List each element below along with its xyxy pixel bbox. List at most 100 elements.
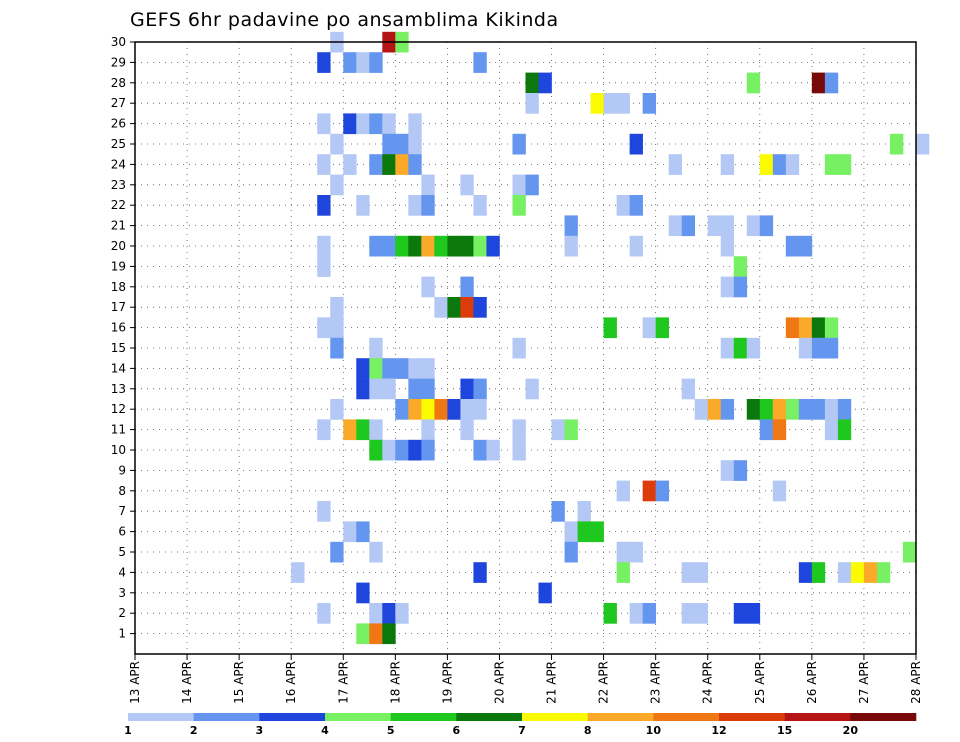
x-tick-label: 26 APR <box>805 661 819 704</box>
heatmap-cell <box>421 235 435 257</box>
heatmap-cell <box>564 541 578 563</box>
heatmap-cell <box>330 541 344 563</box>
heatmap-cell <box>382 378 396 400</box>
heatmap-cell <box>447 297 461 318</box>
heatmap-cell <box>824 154 839 175</box>
heatmap-cell <box>629 195 643 216</box>
heatmap-cell <box>395 358 409 379</box>
heatmap-cell <box>824 72 839 94</box>
x-tick-label: 23 APR <box>649 661 663 704</box>
heatmap-cell <box>551 419 565 441</box>
heatmap-cell <box>408 133 422 155</box>
heatmap-cell <box>525 72 539 94</box>
heatmap-cell <box>798 235 813 257</box>
colorbar-swatch <box>325 713 391 721</box>
y-tick-label: 14 <box>111 361 126 375</box>
heatmap-cell <box>421 358 435 379</box>
heatmap-cell <box>668 215 682 237</box>
heatmap-cell <box>798 337 813 359</box>
heatmap-cell <box>629 133 643 155</box>
heatmap-cell <box>811 72 826 94</box>
heatmap-cell <box>733 337 748 359</box>
x-tick-label: 14 APR <box>180 661 194 704</box>
heatmap-cell <box>525 378 539 400</box>
heatmap-cell <box>421 399 435 420</box>
heatmap-cell <box>382 235 396 257</box>
heatmap-cell <box>473 439 487 461</box>
heatmap-cell <box>681 215 696 237</box>
x-tick-label: 17 APR <box>336 661 350 704</box>
colorbar-swatch <box>390 713 457 721</box>
y-tick-label: 30 <box>111 35 126 49</box>
heatmap-cell <box>538 72 552 94</box>
heatmap-cell <box>876 562 891 583</box>
heatmap-cell <box>317 52 331 73</box>
heatmap-cell <box>317 256 331 277</box>
x-tick-label: 25 APR <box>753 661 767 704</box>
heatmap-cell <box>395 154 409 175</box>
x-tick-label: 18 APR <box>388 661 402 704</box>
heatmap-cell <box>824 419 839 441</box>
y-tick-label: 11 <box>111 423 126 437</box>
x-tick-label: 21 APR <box>545 661 559 704</box>
heatmap-cell <box>382 603 396 624</box>
colorbar-swatch <box>259 713 326 721</box>
heatmap-cell <box>694 603 709 624</box>
heatmap-cell <box>772 480 787 502</box>
heatmap-cell <box>798 317 813 339</box>
heatmap-cell <box>642 93 656 114</box>
heatmap-cell <box>746 215 761 237</box>
heatmap-cell <box>369 113 383 135</box>
heatmap-cell <box>317 195 331 216</box>
heatmap-cell <box>733 256 748 277</box>
heatmap-cell <box>369 439 383 461</box>
heatmap-cell <box>369 235 383 257</box>
heatmap-cell <box>889 133 904 155</box>
heatmap-cell <box>772 419 787 441</box>
heatmap-cell <box>824 337 839 359</box>
heatmap-cell <box>616 93 630 114</box>
heatmap-cell <box>603 317 617 339</box>
heatmap-cell <box>356 419 370 441</box>
colorbar-swatch <box>587 713 654 721</box>
y-axis: 1234567891011121314151617181920212223242… <box>111 35 135 641</box>
y-tick-label: 9 <box>118 463 126 477</box>
heatmap-cell <box>603 93 617 114</box>
x-tick-label: 20 APR <box>492 661 506 704</box>
heatmap-cell <box>707 215 722 237</box>
heatmap-cell <box>772 399 787 420</box>
colorbar-label: 3 <box>256 724 264 737</box>
y-tick-label: 24 <box>111 157 126 171</box>
heatmap-cell <box>330 399 344 420</box>
heatmap-cell <box>759 215 774 237</box>
heatmap-cell <box>460 378 474 400</box>
heatmap-cell <box>395 133 409 155</box>
heatmap-cell <box>473 297 487 318</box>
heatmap-cell <box>850 562 865 583</box>
heatmap-cell <box>356 195 370 216</box>
heatmap-cell <box>356 521 370 543</box>
heatmap-cell <box>382 358 396 379</box>
heatmap-cell <box>395 603 409 624</box>
y-tick-label: 15 <box>111 341 126 355</box>
y-tick-label: 23 <box>111 178 126 192</box>
heatmap-cell <box>746 337 761 359</box>
heatmap-cell <box>564 215 578 237</box>
heatmap-cell <box>460 419 474 441</box>
colorbar-label: 1 <box>124 724 132 737</box>
heatmap-cell <box>720 460 735 481</box>
heatmap-cell <box>603 603 617 624</box>
heatmap-cell <box>707 399 722 420</box>
y-tick-label: 7 <box>118 504 126 518</box>
heatmap-cell <box>317 501 331 522</box>
heatmap-cell <box>369 378 383 400</box>
heatmap-cell <box>408 235 422 257</box>
heatmap-cell <box>382 623 396 645</box>
heatmap-cell <box>811 562 826 583</box>
heatmap-cell <box>577 501 591 522</box>
heatmap-cell <box>473 235 487 257</box>
colorbar-swatch <box>719 713 785 721</box>
y-tick-label: 27 <box>111 96 126 110</box>
heatmap-cell <box>473 52 487 73</box>
heatmap-cell <box>837 562 852 583</box>
